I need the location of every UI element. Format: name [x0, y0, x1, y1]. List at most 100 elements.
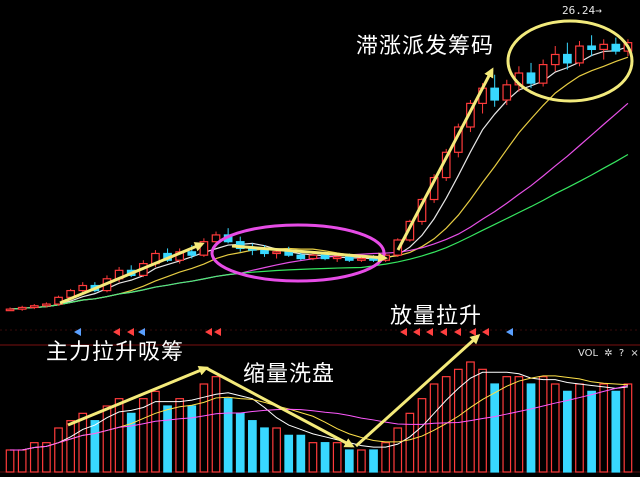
candle-body — [5, 308, 15, 312]
help-icon[interactable]: ? — [618, 348, 625, 359]
signal-flag — [74, 328, 81, 336]
price-ma-line — [10, 154, 629, 310]
candle — [199, 238, 209, 257]
volume-bar — [54, 427, 63, 473]
candle-body — [357, 257, 366, 261]
candle-body — [611, 43, 621, 52]
volume-bar — [611, 390, 621, 473]
volume-bar — [478, 368, 487, 473]
volume-bar — [623, 383, 633, 473]
candle-body — [599, 43, 609, 51]
distribution-ellipse — [506, 19, 634, 103]
signal-flag — [482, 328, 489, 336]
signal-flag — [413, 328, 420, 336]
candle-body — [490, 87, 500, 101]
volume-layer — [5, 361, 633, 473]
volume-bar — [502, 376, 512, 473]
candle-body — [405, 220, 415, 241]
volume-bar — [393, 427, 403, 473]
close-icon[interactable]: × — [630, 348, 639, 359]
volume-ma-line — [10, 384, 629, 451]
candle — [54, 295, 63, 306]
candle — [466, 100, 475, 133]
moving-averages — [10, 46, 629, 310]
candle-body — [550, 53, 560, 66]
volume-bar — [248, 420, 257, 473]
price-ma-line — [10, 46, 629, 310]
candle — [42, 302, 51, 308]
candle — [5, 307, 15, 312]
candle-body — [78, 284, 88, 292]
volume-bar — [429, 383, 439, 473]
volume-bar — [599, 383, 609, 473]
volume-bar — [223, 398, 233, 473]
candle-body — [320, 254, 330, 260]
candle — [405, 219, 415, 242]
arrow-rally — [396, 67, 494, 251]
signal-flag — [214, 328, 221, 336]
arrow-volume-shrink — [205, 366, 355, 448]
volume-bar — [441, 376, 451, 473]
volume-bar — [66, 420, 75, 473]
arrow-volume-absorb — [67, 366, 209, 427]
volume-bar — [78, 412, 88, 473]
candle — [17, 305, 27, 311]
volume-bar — [357, 449, 366, 473]
volume-header: VOL ✲ ? × — [578, 348, 639, 359]
signal-flag — [113, 328, 120, 336]
signal-flag — [440, 328, 447, 336]
candles — [5, 35, 633, 312]
volume-bar — [138, 398, 148, 473]
gear-icon[interactable]: ✲ — [604, 348, 613, 359]
volume-bar — [126, 412, 136, 473]
candle — [587, 35, 596, 57]
candle — [538, 59, 548, 87]
candle-body — [42, 303, 51, 307]
candle-body — [29, 305, 39, 309]
volume-bar — [332, 442, 342, 473]
candle — [599, 39, 609, 60]
volume-bar — [526, 383, 536, 473]
annotation-absorb: 主力拉升吸筹 — [46, 340, 185, 365]
volume-bar — [17, 449, 27, 473]
candle — [502, 79, 512, 106]
candle-body — [272, 251, 281, 255]
volume-bar — [151, 390, 160, 473]
candle-body — [587, 45, 596, 51]
candle — [563, 42, 572, 70]
candle-body — [502, 84, 512, 101]
volume-bar — [114, 398, 124, 473]
signal-flag — [426, 328, 433, 336]
volume-bar — [211, 376, 221, 473]
arrow-right-icon: → — [595, 4, 602, 17]
signal-flag — [127, 328, 134, 336]
arrow-volume-expand — [354, 333, 481, 448]
signal-flag — [454, 328, 461, 336]
candle-body — [296, 254, 306, 260]
candle-body — [308, 254, 318, 260]
candle — [575, 40, 584, 67]
volume-bar — [563, 390, 572, 473]
volume-bar — [550, 383, 560, 473]
candle — [611, 37, 621, 55]
volume-bar — [453, 368, 463, 473]
volume-bar — [90, 420, 100, 473]
candle — [29, 304, 39, 310]
signal-flag — [469, 328, 476, 336]
signal-flag — [138, 328, 145, 336]
candle-body — [17, 306, 27, 310]
volume-bar — [320, 442, 330, 473]
candle-body — [563, 53, 572, 64]
candle — [490, 74, 500, 107]
volume-bar — [29, 442, 39, 473]
volume-bar — [417, 398, 427, 473]
annotation-stagnant: 滞涨派发筹码 — [356, 34, 495, 59]
signal-flag — [205, 328, 212, 336]
candle-body — [260, 249, 269, 255]
volume-bar — [538, 376, 548, 473]
annotation-shapes — [59, 19, 634, 448]
volume-bar — [284, 434, 294, 473]
volume-bar — [381, 442, 390, 473]
